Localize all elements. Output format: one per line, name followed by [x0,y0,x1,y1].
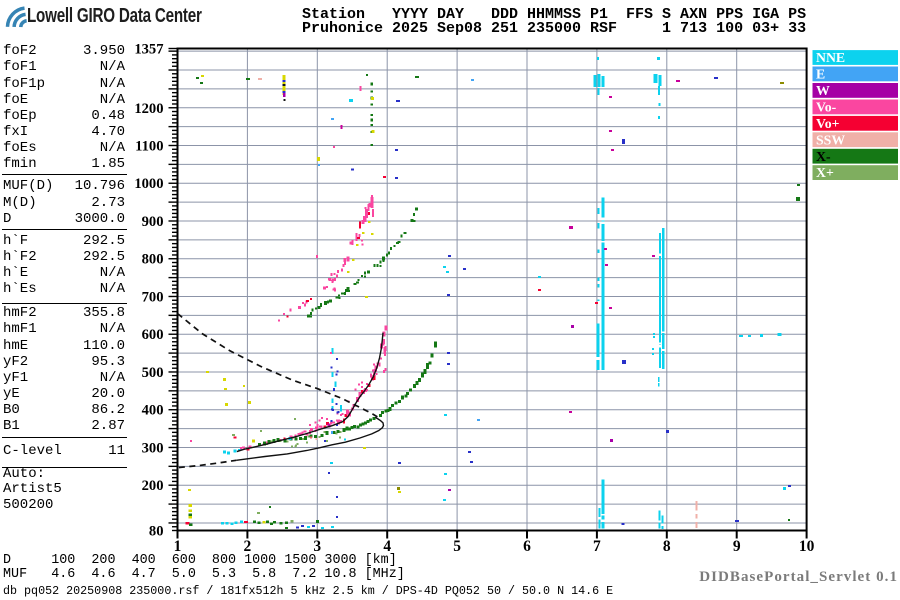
svg-text:900: 900 [142,214,164,230]
svg-text:9: 9 [733,538,741,555]
svg-text:1200: 1200 [134,101,163,117]
svg-text:500: 500 [142,365,164,381]
svg-text:200: 200 [142,478,164,494]
svg-text:5: 5 [453,538,461,555]
svg-text:Vo-: Vo- [816,100,837,115]
svg-text:8: 8 [663,538,671,555]
svg-text:300: 300 [142,441,164,457]
svg-text:X+: X+ [816,165,834,180]
svg-text:6: 6 [523,538,531,555]
svg-text:Vo+: Vo+ [816,116,840,131]
svg-text:SSW: SSW [816,132,845,147]
svg-text:600: 600 [142,327,164,343]
svg-text:80: 80 [149,524,164,540]
svg-text:7: 7 [593,538,601,555]
svg-text:W: W [816,83,830,98]
svg-text:700: 700 [142,290,164,306]
svg-text:3: 3 [313,538,321,555]
svg-text:E: E [816,67,825,82]
svg-text:NNE: NNE [816,50,845,65]
svg-text:1357: 1357 [134,42,163,58]
svg-text:2: 2 [244,538,252,555]
svg-text:400: 400 [142,403,164,419]
svg-text:1000: 1000 [134,176,163,192]
svg-text:1100: 1100 [135,139,163,155]
svg-text:4: 4 [383,538,391,555]
svg-text:1: 1 [174,538,182,555]
svg-text:800: 800 [142,252,164,268]
svg-text:X-: X- [816,149,831,164]
svg-text:10: 10 [799,538,815,555]
